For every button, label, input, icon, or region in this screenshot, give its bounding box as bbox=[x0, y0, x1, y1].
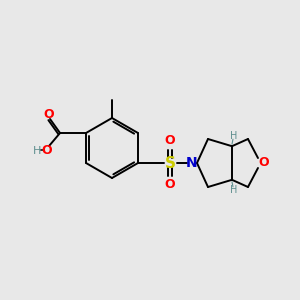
Text: O: O bbox=[259, 157, 269, 169]
Text: O: O bbox=[165, 134, 175, 148]
Text: O: O bbox=[165, 178, 175, 191]
Text: H: H bbox=[230, 131, 238, 141]
Text: H: H bbox=[230, 185, 238, 195]
Text: N: N bbox=[186, 156, 198, 170]
Text: O: O bbox=[44, 107, 54, 121]
Text: S: S bbox=[164, 155, 175, 170]
Text: O: O bbox=[42, 145, 52, 158]
Text: H: H bbox=[33, 146, 41, 156]
